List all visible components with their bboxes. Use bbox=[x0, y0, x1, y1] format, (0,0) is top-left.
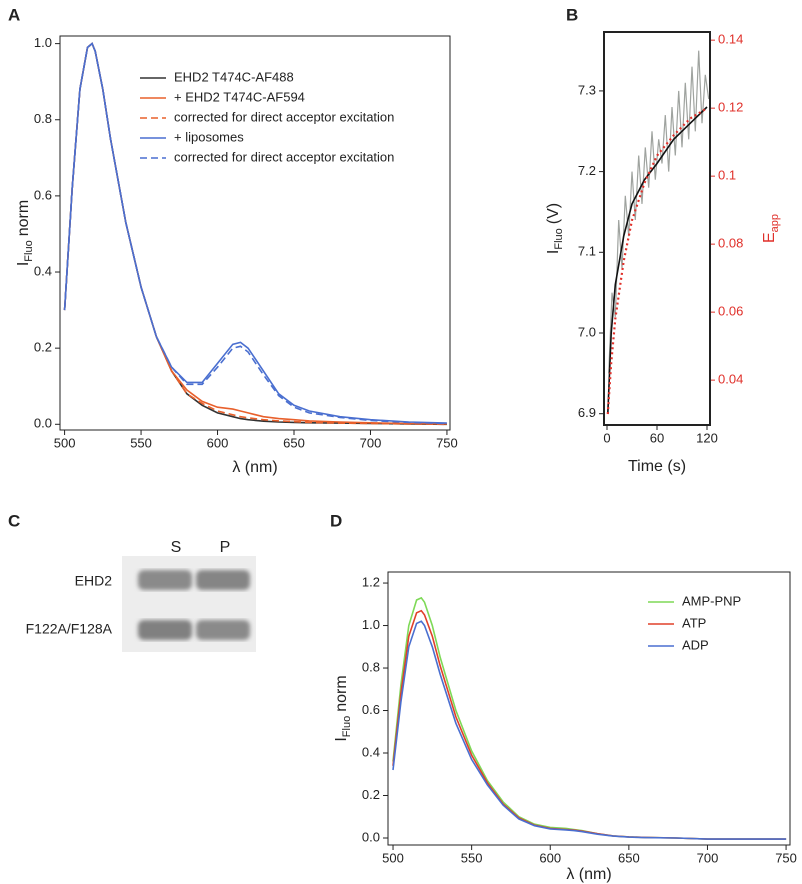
legend-label: + EHD2 T474C-AF594 bbox=[174, 89, 305, 104]
y-tick-label: 7.1 bbox=[578, 244, 596, 259]
gel-row-label: F122A/F128A bbox=[26, 621, 113, 637]
x-tick-label: 750 bbox=[436, 435, 458, 450]
axis-title-sub: app bbox=[769, 214, 781, 232]
axis-title: Time (s) bbox=[628, 458, 686, 475]
panel-label: B bbox=[566, 5, 578, 24]
x-tick-label: 700 bbox=[697, 850, 719, 865]
y-tick-label: 7.3 bbox=[578, 82, 596, 97]
axis-title-part: I bbox=[333, 737, 350, 741]
y2-tick-label: 0.06 bbox=[718, 304, 743, 319]
legend-label: ATP bbox=[682, 615, 706, 630]
x-tick-label: 500 bbox=[54, 435, 76, 450]
x-tick-label: 600 bbox=[207, 435, 229, 450]
y-tick-label: 7.2 bbox=[578, 163, 596, 178]
y2-tick-label: 0.12 bbox=[718, 100, 743, 115]
y-tick-label: 0.2 bbox=[362, 787, 380, 802]
series-line bbox=[63, 42, 447, 426]
x-tick-label: 650 bbox=[283, 435, 305, 450]
axis-title-sub: Fluo bbox=[553, 228, 565, 249]
axis-title-part: I bbox=[15, 262, 32, 266]
axis-title-part: E bbox=[761, 232, 778, 243]
y-tick-label: 0.6 bbox=[34, 187, 52, 202]
gel-band bbox=[196, 620, 250, 640]
axis-title: IFluo norm bbox=[333, 675, 353, 741]
y-tick-label: 1.2 bbox=[362, 574, 380, 589]
y-tick-label: 1.0 bbox=[362, 617, 380, 632]
axis-title-part: I bbox=[545, 250, 562, 254]
y-tick-label: 0.2 bbox=[34, 340, 52, 355]
legend-label: + liposomes bbox=[174, 129, 244, 144]
y-tick-label: 0.8 bbox=[34, 111, 52, 126]
y-tick-label: 1.0 bbox=[34, 35, 52, 50]
axis-title-part: (V) bbox=[545, 203, 562, 224]
x-tick-label: 600 bbox=[539, 850, 561, 865]
series-line bbox=[63, 42, 447, 424]
gel-row-label: EHD2 bbox=[75, 573, 113, 589]
y2-tick-label: 0.1 bbox=[718, 168, 736, 183]
axis-title-sub: Fluo bbox=[341, 716, 353, 737]
plot-frame bbox=[603, 31, 711, 426]
axis-title-sub: Fluo bbox=[23, 240, 35, 261]
gel-band bbox=[196, 570, 250, 590]
axis-title: IFluo norm bbox=[15, 200, 35, 266]
x-tick-label: 60 bbox=[650, 430, 664, 445]
plot-frame bbox=[387, 571, 791, 846]
x-tick-label: 550 bbox=[130, 435, 152, 450]
gel-panel: C S P EHD2 F122A/F128A bbox=[8, 511, 256, 652]
axis-title-part: norm bbox=[15, 200, 32, 236]
y-tick-label: 0.0 bbox=[34, 416, 52, 431]
y-tick-label: 0.4 bbox=[34, 263, 52, 278]
axis-title: λ (nm) bbox=[566, 866, 611, 883]
y-tick-label: 6.9 bbox=[578, 405, 596, 420]
panel-label: A bbox=[8, 5, 20, 24]
legend-label: corrected for direct acceptor excitation bbox=[174, 109, 394, 124]
y-tick-label: 0.6 bbox=[362, 702, 380, 717]
gel-band bbox=[138, 570, 192, 590]
legend-label: EHD2 T474C-AF488 bbox=[174, 69, 294, 84]
gel-column-label: S bbox=[171, 539, 182, 556]
x-tick-label: 650 bbox=[618, 850, 640, 865]
legend-label: corrected for direct acceptor excitation bbox=[174, 149, 394, 164]
axis-title: IFluo (V) bbox=[545, 203, 565, 254]
axis-title: Eapp bbox=[761, 214, 781, 243]
axis-title: λ (nm) bbox=[232, 459, 277, 476]
y2-tick-label: 0.08 bbox=[718, 236, 743, 251]
x-tick-label: 750 bbox=[775, 850, 797, 865]
panel-label: D bbox=[330, 511, 342, 530]
y2-tick-label: 0.04 bbox=[718, 372, 743, 387]
legend-label: ADP bbox=[682, 637, 709, 652]
x-tick-label: 500 bbox=[382, 850, 404, 865]
y-tick-label: 7.0 bbox=[578, 324, 596, 339]
x-tick-label: 120 bbox=[696, 430, 718, 445]
x-tick-label: 0 bbox=[603, 430, 610, 445]
axis-title-part: norm bbox=[333, 675, 350, 711]
series-line bbox=[608, 50, 710, 374]
gel-band bbox=[138, 620, 192, 640]
series-line bbox=[607, 106, 708, 414]
plot-frame bbox=[59, 35, 451, 431]
y-tick-label: 0.0 bbox=[362, 829, 380, 844]
x-tick-label: 550 bbox=[461, 850, 483, 865]
series-line bbox=[606, 107, 708, 415]
legend-label: AMP-PNP bbox=[682, 593, 741, 608]
panel-label: C bbox=[8, 511, 20, 530]
y2-tick-label: 0.14 bbox=[718, 32, 743, 47]
y-tick-label: 0.4 bbox=[362, 744, 380, 759]
x-tick-label: 700 bbox=[360, 435, 382, 450]
y-tick-label: 0.8 bbox=[362, 659, 380, 674]
series-line bbox=[392, 596, 787, 840]
gel-column-label: P bbox=[220, 539, 231, 556]
series-line bbox=[392, 620, 787, 840]
series-line bbox=[63, 42, 447, 425]
series-line bbox=[392, 609, 787, 840]
